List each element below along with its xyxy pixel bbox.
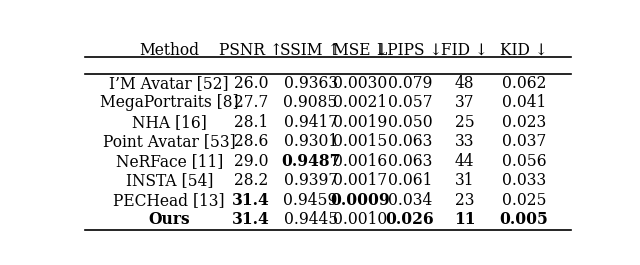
Text: 0.062: 0.062 [502,75,546,92]
Text: 0.026: 0.026 [385,211,434,228]
Text: 0.063: 0.063 [388,153,432,170]
Text: 26.0: 26.0 [234,75,268,92]
Text: 0.9487: 0.9487 [281,153,340,170]
Text: 0.056: 0.056 [502,153,546,170]
Text: 27.7: 27.7 [234,94,268,111]
Text: MegaPortraits [8]: MegaPortraits [8] [100,94,239,111]
Text: NHA [16]: NHA [16] [132,114,207,131]
Text: 0.0030: 0.0030 [333,75,387,92]
Text: 0.0021: 0.0021 [333,94,387,111]
Text: LPIPS ↓: LPIPS ↓ [377,42,442,59]
Text: 25: 25 [454,114,474,131]
Text: 0.033: 0.033 [502,173,546,189]
Text: 31: 31 [454,173,474,189]
Text: 0.005: 0.005 [500,211,548,228]
Text: 0.9445: 0.9445 [284,211,338,228]
Text: 0.025: 0.025 [502,192,546,209]
Text: KID ↓: KID ↓ [500,42,548,59]
Text: PECHead [13]: PECHead [13] [113,192,225,209]
Text: 28.6: 28.6 [234,133,268,151]
Text: NeRFace [11]: NeRFace [11] [116,153,223,170]
Text: 0.0019: 0.0019 [333,114,387,131]
Text: MSE ↓: MSE ↓ [333,42,388,59]
Text: 0.9363: 0.9363 [284,75,338,92]
Text: 0.0010: 0.0010 [333,211,387,228]
Text: 0.037: 0.037 [502,133,546,151]
Text: 37: 37 [454,94,474,111]
Text: 29.0: 29.0 [234,153,268,170]
Text: 48: 48 [454,75,474,92]
Text: 0.9417: 0.9417 [284,114,338,131]
Text: 0.034: 0.034 [388,192,432,209]
Text: Ours: Ours [148,211,190,228]
Text: 0.9301: 0.9301 [284,133,338,151]
Text: 0.0017: 0.0017 [333,173,387,189]
Text: INSTA [54]: INSTA [54] [125,173,213,189]
Text: 0.9397: 0.9397 [284,173,338,189]
Text: FID ↓: FID ↓ [441,42,488,59]
Text: 0.0016: 0.0016 [333,153,387,170]
Text: 0.041: 0.041 [502,94,546,111]
Text: 28.2: 28.2 [234,173,268,189]
Text: 28.1: 28.1 [234,114,268,131]
Text: 31.4: 31.4 [232,192,270,209]
Text: 33: 33 [454,133,474,151]
Text: 0.9459: 0.9459 [284,192,338,209]
Text: 0.0009: 0.0009 [330,192,390,209]
Text: 0.0015: 0.0015 [333,133,387,151]
Text: 0.050: 0.050 [388,114,432,131]
Text: 0.057: 0.057 [388,94,432,111]
Text: 0.063: 0.063 [388,133,432,151]
Text: SSIM ↑: SSIM ↑ [280,42,341,59]
Text: 0.023: 0.023 [502,114,546,131]
Text: Point Avatar [53]: Point Avatar [53] [103,133,236,151]
Text: 0.9085: 0.9085 [284,94,338,111]
Text: 0.061: 0.061 [388,173,432,189]
Text: 44: 44 [454,153,474,170]
Text: 0.079: 0.079 [388,75,432,92]
Text: 31.4: 31.4 [232,211,270,228]
Text: 23: 23 [454,192,474,209]
Text: I’M Avatar [52]: I’M Avatar [52] [109,75,229,92]
Text: PSNR ↑: PSNR ↑ [219,42,283,59]
Text: Method: Method [140,42,199,59]
Text: 11: 11 [454,211,475,228]
